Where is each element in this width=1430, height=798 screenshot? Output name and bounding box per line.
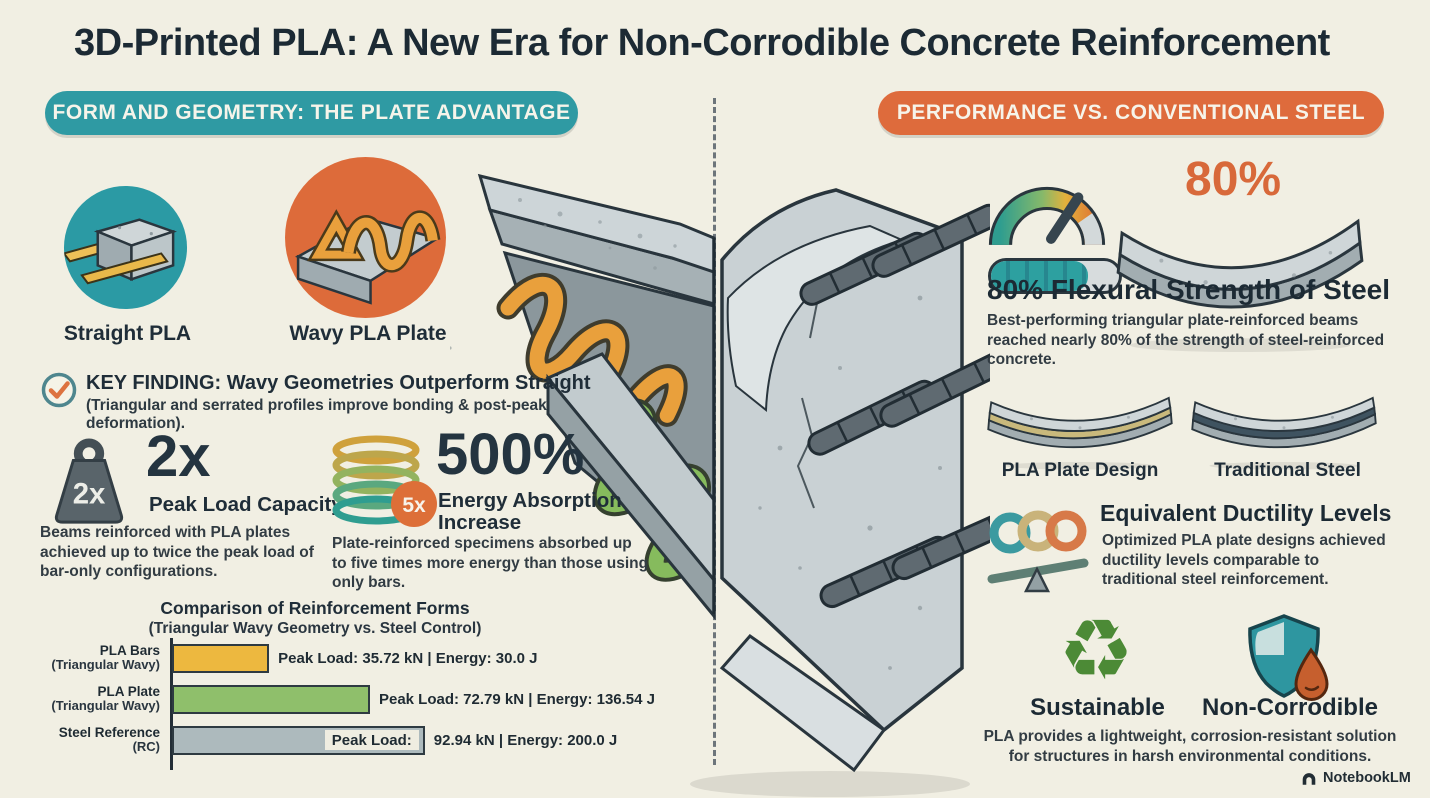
wavy-pla-plate-label: Wavy PLA Plate — [289, 322, 447, 345]
flexural-percent: 80% — [1185, 153, 1282, 206]
straight-pla-icon — [63, 185, 188, 310]
chart-subtitle: (Triangular Wavy Geometry vs. Steel Cont… — [148, 620, 482, 637]
row-label-line1: PLA Bars — [99, 643, 160, 659]
chart-title: Comparison of Reinforcement Forms — [160, 598, 470, 618]
progress-bar-fill — [991, 261, 1089, 291]
row-label-line2: (Triangular Wavy) — [51, 657, 160, 673]
row-label-line1: PLA Plate — [97, 684, 160, 700]
check-circle-icon — [41, 372, 77, 408]
weight-icon: 2x — [54, 438, 124, 524]
stat-energy-label: Energy Absorption Increase — [438, 489, 622, 534]
chart-row-pla-plate: PLA Plate (Triangular Wavy) Peak Load: 7… — [32, 684, 692, 714]
pla-plate-beam-icon — [987, 396, 1173, 470]
key-finding-subtitle: (Triangular and serrated profiles improv… — [86, 397, 547, 432]
pla-plate-beam-label: PLA Plate Design — [1001, 460, 1159, 481]
block-shadow — [690, 771, 970, 797]
stat-peak-load-description: Beams reinforced with PLA plates achieve… — [40, 524, 314, 581]
page-title: 3D-Printed PLA: A New Era for Non-Corrod… — [74, 22, 1330, 64]
wavy-pla-plate-icon — [285, 157, 446, 318]
chart-row-label: PLA Bars (Triangular Wavy) — [32, 643, 172, 673]
bar-pla-plate — [172, 684, 370, 714]
stat-peak-load-value: 2x — [146, 424, 211, 489]
chart-row-pla-bars: PLA Bars (Triangular Wavy) Peak Load: 35… — [32, 643, 692, 673]
block-bottom-face — [719, 633, 887, 773]
ductility-title: Equivalent Ductility Levels — [1100, 500, 1392, 526]
bar-steel-reference: Peak Load: — [172, 725, 425, 755]
brand-name: NotebookLM — [1323, 770, 1411, 786]
bar-inside-label: Peak Load: — [324, 730, 419, 750]
banner-right-label: PERFORMANCE VS. CONVENTIONAL STEEL — [896, 101, 1366, 124]
notebooklm-logo-icon — [1302, 772, 1316, 785]
gauge-icon — [988, 186, 1106, 246]
chart-row-steel-reference: Steel Reference (RC) Peak Load: 92.94 kN… — [32, 725, 692, 755]
recycle-icon: ♻ — [1058, 601, 1134, 699]
concrete-speckles-left — [518, 198, 677, 270]
ductility-description: Optimized PLA plate designs achieved duc… — [1102, 532, 1386, 589]
chart-row-label: PLA Plate (Triangular Wavy) — [32, 684, 172, 714]
stat-peak-load-label: Peak Load Capacity — [149, 493, 343, 516]
stat-energy-value: 500% — [436, 422, 585, 487]
bar-value-label: Peak Load: 35.72 kN | Energy: 30.0 J — [278, 649, 538, 667]
section-banner-performance: PERFORMANCE VS. CONVENTIONAL STEEL — [878, 91, 1384, 135]
gauge-needle — [1045, 192, 1084, 244]
spring-icon: 5x — [332, 435, 437, 527]
spring-badge-label: 5x — [402, 494, 426, 517]
straight-pla-label: Straight PLA — [63, 322, 192, 345]
bent-beam-icon — [1116, 218, 1364, 353]
benefits-note: PLA provides a lightweight, corrosion-re… — [983, 728, 1397, 765]
shield-droplet-icon — [1248, 614, 1329, 701]
rebar-group — [799, 203, 990, 609]
orange-wavy-plate — [496, 273, 688, 428]
traditional-steel-beam-label: Traditional Steel — [1214, 460, 1361, 481]
stat-energy-description: Plate-reinforced specimens absorbed up t… — [332, 535, 649, 592]
banner-left-label: FORM AND GEOMETRY: THE PLATE ADVANTAGE — [52, 101, 571, 124]
progress-bar — [988, 258, 1122, 294]
flexural-description: Best-performing triangular plate-reinfor… — [987, 312, 1385, 369]
chart-row-label: Steel Reference (RC) — [32, 725, 172, 755]
bar-pla-bars — [172, 643, 270, 673]
row-label-line2: (RC) — [132, 739, 160, 755]
concrete-beam-illustration — [450, 173, 990, 797]
ductility-chain-icon — [987, 510, 1089, 593]
row-label-line1: Steel Reference — [58, 725, 160, 741]
beam-bottom-flange-face — [546, 373, 716, 621]
flexural-title: 80% Flexural Strength of Steel — [987, 274, 1390, 305]
row-label-line2: (Triangular Wavy) — [51, 698, 160, 714]
sustainable-label: Sustainable — [1030, 694, 1165, 721]
bar-value-label: Peak Load: 72.79 kN | Energy: 136.54 J — [378, 690, 655, 708]
weight-badge-label: 2x — [73, 478, 106, 511]
key-finding-title: KEY FINDING: Wavy Geometries Outperform … — [86, 372, 591, 394]
section-banner-form-geometry: FORM AND GEOMETRY: THE PLATE ADVANTAGE — [45, 91, 578, 135]
non-corrodible-label: Non-Corrodible — [1202, 694, 1378, 721]
bar-value-label: 92.94 kN | Energy: 200.0 J — [433, 731, 618, 749]
key-finding: KEY FINDING: Wavy Geometries Outperform … — [86, 372, 606, 433]
traditional-steel-beam-icon — [1191, 396, 1377, 470]
block-curved-notch — [726, 224, 905, 413]
brand-footer: NotebookLM — [1300, 770, 1411, 786]
reinforcement-bar-chart: PLA Bars (Triangular Wavy) Peak Load: 35… — [32, 638, 692, 770]
